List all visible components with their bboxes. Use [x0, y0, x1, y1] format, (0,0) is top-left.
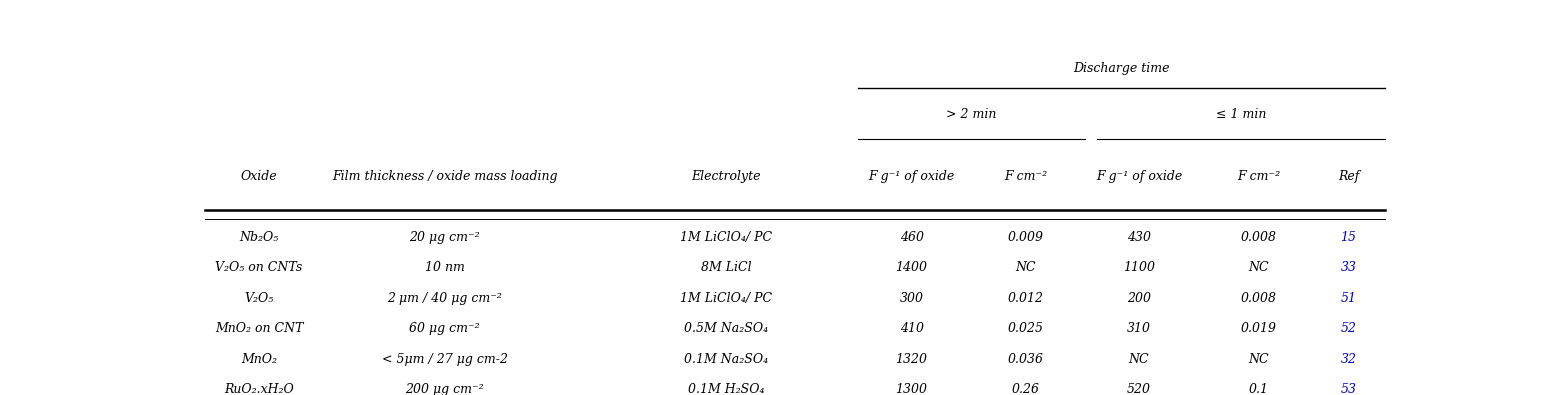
Text: 200 μg cm⁻²: 200 μg cm⁻² — [405, 383, 484, 395]
Text: 0.5M Na₂SO₄: 0.5M Na₂SO₄ — [684, 322, 768, 335]
Text: Ref: Ref — [1338, 170, 1360, 183]
Text: 2 μm / 40 μg cm⁻²: 2 μm / 40 μg cm⁻² — [388, 292, 502, 305]
Text: F g⁻¹ of oxide: F g⁻¹ of oxide — [868, 170, 955, 183]
Text: 0.1M H₂SO₄: 0.1M H₂SO₄ — [688, 383, 765, 395]
Text: 10 nm: 10 nm — [425, 261, 465, 275]
Text: 0.26: 0.26 — [1012, 383, 1040, 395]
Text: NC: NC — [1248, 261, 1268, 275]
Text: 52: 52 — [1341, 322, 1357, 335]
Text: 0.1M Na₂SO₄: 0.1M Na₂SO₄ — [684, 353, 768, 366]
Text: 8M LiCl: 8M LiCl — [700, 261, 751, 275]
Text: MnO₂ on CNT: MnO₂ on CNT — [215, 322, 303, 335]
Text: 0.025: 0.025 — [1007, 322, 1043, 335]
Text: 1300: 1300 — [896, 383, 927, 395]
Text: V₂O₅ on CNTs: V₂O₅ on CNTs — [215, 261, 303, 275]
Text: 1M LiClO₄/ PC: 1M LiClO₄/ PC — [680, 231, 772, 244]
Text: 0.019: 0.019 — [1241, 322, 1276, 335]
Text: 520: 520 — [1126, 383, 1151, 395]
Text: 0.012: 0.012 — [1007, 292, 1043, 305]
Text: F cm⁻²: F cm⁻² — [1004, 170, 1048, 183]
Text: 300: 300 — [899, 292, 924, 305]
Text: 0.036: 0.036 — [1007, 353, 1043, 366]
Text: NC: NC — [1129, 353, 1149, 366]
Text: Discharge time: Discharge time — [1072, 62, 1170, 75]
Text: V₂O₅: V₂O₅ — [244, 292, 273, 305]
Text: Nb₂O₅: Nb₂O₅ — [239, 231, 278, 244]
Text: 60 μg cm⁻²: 60 μg cm⁻² — [409, 322, 480, 335]
Text: NC: NC — [1248, 353, 1268, 366]
Text: 15: 15 — [1341, 231, 1357, 244]
Text: 33: 33 — [1341, 261, 1357, 275]
Text: Oxide: Oxide — [241, 170, 277, 183]
Text: 1320: 1320 — [896, 353, 927, 366]
Text: 0.1: 0.1 — [1248, 383, 1268, 395]
Text: 430: 430 — [1126, 231, 1151, 244]
Text: < 5μm / 27 μg cm-2: < 5μm / 27 μg cm-2 — [382, 353, 508, 366]
Text: 0.008: 0.008 — [1241, 292, 1276, 305]
Text: MnO₂: MnO₂ — [241, 353, 277, 366]
Text: ≤ 1 min: ≤ 1 min — [1216, 108, 1265, 121]
Text: F g⁻¹ of oxide: F g⁻¹ of oxide — [1095, 170, 1182, 183]
Text: RuO₂.xH₂O: RuO₂.xH₂O — [224, 383, 294, 395]
Text: 200: 200 — [1126, 292, 1151, 305]
Text: F cm⁻²: F cm⁻² — [1238, 170, 1281, 183]
Text: 460: 460 — [899, 231, 924, 244]
Text: 1400: 1400 — [896, 261, 927, 275]
Text: 32: 32 — [1341, 353, 1357, 366]
Text: 51: 51 — [1341, 292, 1357, 305]
Text: > 2 min: > 2 min — [946, 108, 997, 121]
Text: 410: 410 — [899, 322, 924, 335]
Text: 20 μg cm⁻²: 20 μg cm⁻² — [409, 231, 480, 244]
Text: 310: 310 — [1126, 322, 1151, 335]
Text: 1100: 1100 — [1123, 261, 1156, 275]
Text: 0.008: 0.008 — [1241, 231, 1276, 244]
Text: Electrolyte: Electrolyte — [691, 170, 760, 183]
Text: Film thickness / oxide mass loading: Film thickness / oxide mass loading — [332, 170, 558, 183]
Text: 53: 53 — [1341, 383, 1357, 395]
Text: NC: NC — [1015, 261, 1035, 275]
Text: 1M LiClO₄/ PC: 1M LiClO₄/ PC — [680, 292, 772, 305]
Text: 0.009: 0.009 — [1007, 231, 1043, 244]
